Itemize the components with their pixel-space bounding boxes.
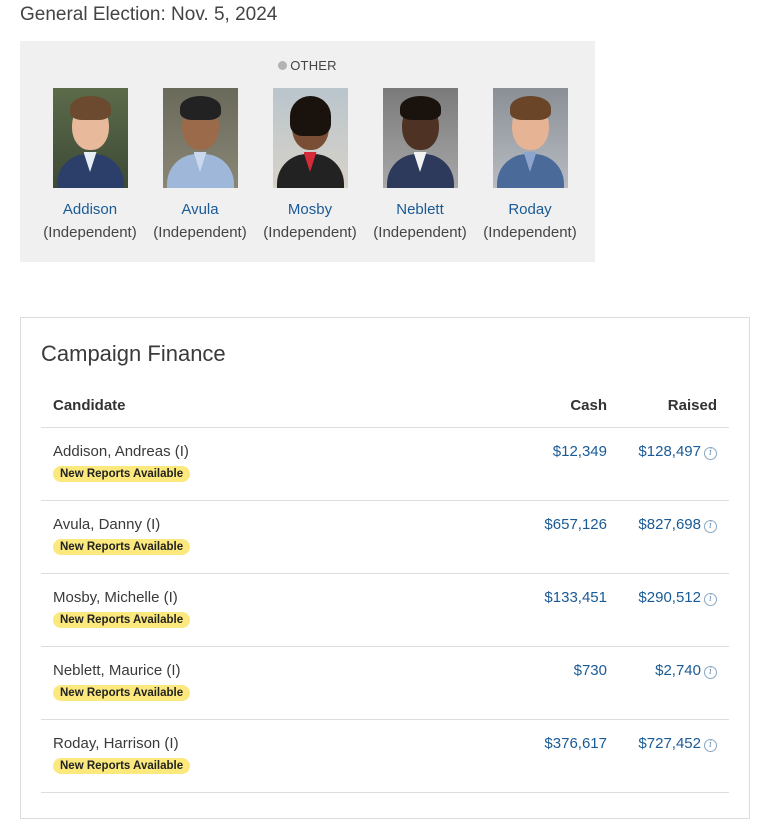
raised-value[interactable]: $2,740 (655, 662, 701, 679)
candidate-name: Roday, Harrison (I) (53, 735, 179, 752)
raised-value[interactable]: $827,698 (638, 516, 701, 533)
new-reports-badge[interactable]: New Reports Available (53, 466, 191, 482)
candidate-list: Addison (Independent) Avula (Independent… (35, 88, 585, 241)
info-icon[interactable]: i (704, 520, 717, 533)
table-row: Mosby, Michelle (I) New Reports Available… (41, 573, 729, 647)
candidate-card-addison[interactable]: Addison (Independent) (35, 88, 145, 241)
candidate-card-roday[interactable]: Roday (Independent) (475, 88, 585, 241)
candidate-photo[interactable] (52, 88, 128, 188)
table-row: Avula, Danny (I) New Reports Available $6… (41, 500, 729, 574)
election-title: General Election: Nov. 5, 2024 (20, 4, 278, 25)
info-icon[interactable]: i (704, 447, 717, 460)
party-label-text: OTHER (290, 58, 337, 73)
new-reports-badge[interactable]: New Reports Available (53, 612, 191, 628)
candidate-card-neblett[interactable]: Neblett (Independent) (365, 88, 475, 241)
campaign-finance-panel: Campaign Finance Candidate Cash Raised A… (20, 317, 750, 819)
candidate-party: (Independent) (263, 224, 357, 241)
new-reports-badge[interactable]: New Reports Available (53, 685, 191, 701)
cash-value[interactable]: $657,126 (544, 516, 607, 533)
candidate-name: Avula, Danny (I) (53, 516, 161, 533)
header-candidate: Candidate (41, 383, 485, 428)
new-reports-badge[interactable]: New Reports Available (53, 758, 191, 774)
header-raised: Raised (619, 383, 729, 428)
table-row: Addison, Andreas (I) New Reports Availabl… (41, 427, 729, 501)
finance-header-row: Candidate Cash Raised (41, 383, 729, 428)
cash-value[interactable]: $133,451 (544, 589, 607, 606)
candidate-card-mosby[interactable]: Mosby (Independent) (255, 88, 365, 241)
candidate-photo[interactable] (492, 88, 568, 188)
candidate-panel: OTHER Addison (Independent) Avula (In (20, 41, 595, 262)
candidate-card-avula[interactable]: Avula (Independent) (145, 88, 255, 241)
candidate-party: (Independent) (373, 224, 467, 241)
candidate-photo[interactable] (272, 88, 348, 188)
table-row: Neblett, Maurice (I) New Reports Availabl… (41, 646, 729, 720)
header-cash: Cash (485, 383, 619, 428)
candidate-name-link[interactable]: Mosby (287, 201, 333, 218)
candidate-name: Mosby, Michelle (I) (53, 589, 178, 606)
raised-value[interactable]: $128,497 (638, 443, 701, 460)
party-label: OTHER (20, 58, 595, 73)
finance-table: Candidate Cash Raised Addison, Andreas (… (41, 383, 729, 793)
raised-value[interactable]: $727,452 (638, 735, 701, 752)
table-row: Roday, Harrison (I) New Reports Available… (41, 719, 729, 793)
candidate-name-link[interactable]: Avula (181, 201, 219, 218)
raised-value[interactable]: $290,512 (638, 589, 701, 606)
candidate-name: Neblett, Maurice (I) (53, 662, 181, 679)
candidate-name-link[interactable]: Addison (62, 201, 118, 218)
cash-value[interactable]: $730 (573, 662, 607, 679)
candidate-name-link[interactable]: Neblett (396, 201, 444, 218)
candidate-name: Addison, Andreas (I) (53, 443, 189, 460)
candidate-party: (Independent) (43, 224, 137, 241)
info-icon[interactable]: i (704, 739, 717, 752)
finance-title: Campaign Finance (41, 341, 226, 366)
info-icon[interactable]: i (704, 666, 717, 679)
cash-value[interactable]: $376,617 (544, 735, 607, 752)
new-reports-badge[interactable]: New Reports Available (53, 539, 191, 555)
info-icon[interactable]: i (704, 593, 717, 606)
candidate-name-link[interactable]: Roday (508, 201, 552, 218)
candidate-party: (Independent) (483, 224, 577, 241)
party-dot-icon (278, 61, 288, 70)
candidate-photo[interactable] (162, 88, 238, 188)
candidate-photo[interactable] (382, 88, 458, 188)
cash-value[interactable]: $12,349 (552, 443, 607, 460)
candidate-party: (Independent) (153, 224, 247, 241)
